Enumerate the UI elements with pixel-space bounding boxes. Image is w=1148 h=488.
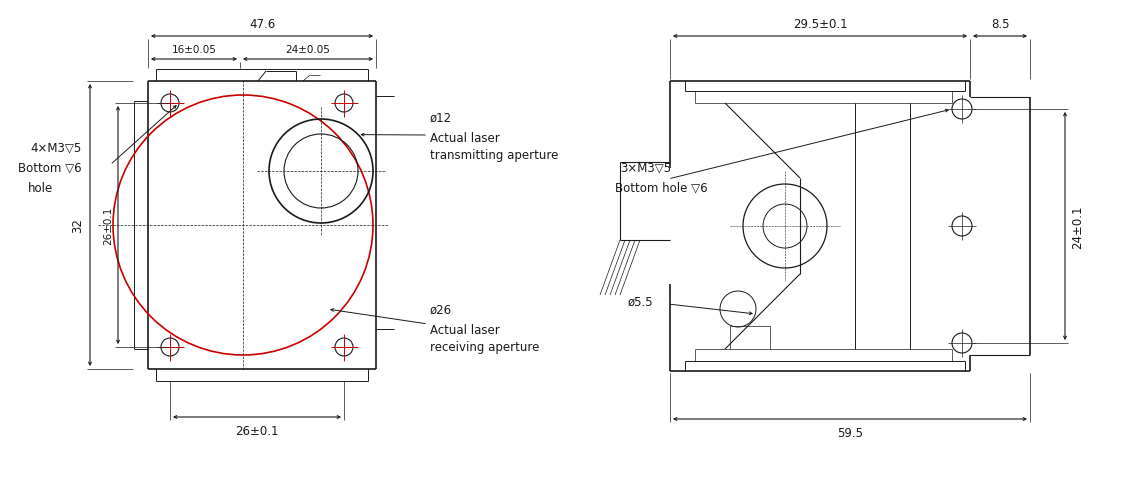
Text: 32: 32 (71, 218, 84, 233)
Text: 29.5±0.1: 29.5±0.1 (792, 18, 847, 31)
Text: ø12: ø12 (430, 111, 452, 124)
Text: ø5.5: ø5.5 (628, 295, 653, 308)
Text: transmitting aperture: transmitting aperture (430, 149, 558, 162)
Text: 24±0.1: 24±0.1 (1071, 205, 1084, 248)
Text: Bottom hole ▽6: Bottom hole ▽6 (615, 181, 707, 194)
Text: ø26: ø26 (430, 303, 452, 316)
Text: 26±0.1: 26±0.1 (103, 206, 113, 244)
Text: 4×M3▽5: 4×M3▽5 (30, 141, 82, 154)
Text: hole: hole (28, 181, 53, 194)
Text: Actual laser: Actual laser (430, 323, 499, 336)
Text: 8.5: 8.5 (991, 18, 1009, 31)
Text: receiving aperture: receiving aperture (430, 341, 540, 354)
Text: 24±0.05: 24±0.05 (286, 45, 331, 55)
Text: 59.5: 59.5 (837, 426, 863, 439)
Text: 16±0.05: 16±0.05 (171, 45, 217, 55)
Text: 3×M3▽5: 3×M3▽5 (620, 161, 672, 174)
Text: Bottom ▽6: Bottom ▽6 (18, 161, 82, 174)
Text: Actual laser: Actual laser (430, 131, 499, 144)
Text: 26±0.1: 26±0.1 (235, 424, 279, 437)
Text: 47.6: 47.6 (249, 18, 276, 31)
